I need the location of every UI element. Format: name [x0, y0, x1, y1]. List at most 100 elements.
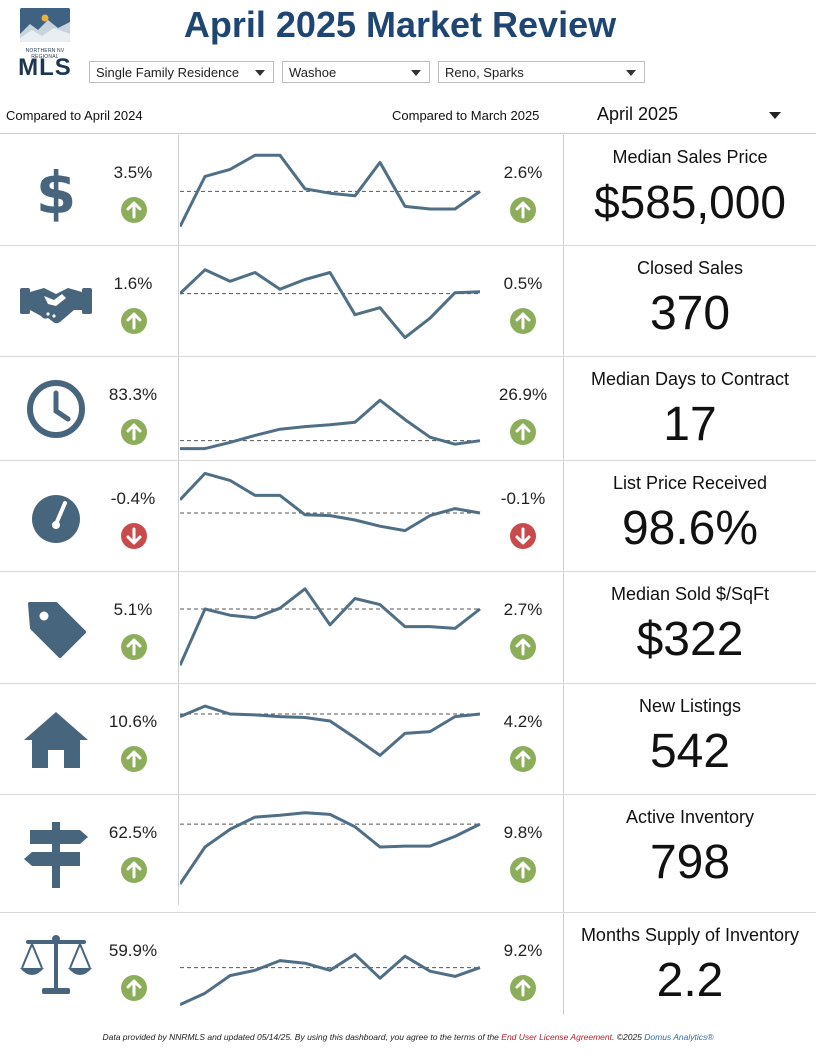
- trend-sparkline: [180, 471, 481, 533]
- mom-change: 4.2%: [503, 712, 543, 731]
- arrow-up-icon: [121, 419, 147, 445]
- mom-change: 2.7%: [503, 600, 543, 619]
- yoy-change: -0.4%: [110, 489, 156, 508]
- chevron-down-icon: [411, 70, 421, 76]
- handshake-icon: [18, 264, 94, 340]
- trend-sparkline: [180, 952, 481, 1006]
- arrow-down-icon: [510, 523, 536, 549]
- yoy-change: 3.5%: [113, 163, 153, 182]
- yoy-change: 59.9%: [108, 941, 158, 960]
- row-divider: [0, 460, 816, 461]
- sparkline-divider-left: [178, 135, 179, 905]
- metric-row-active-inventory: 62.5% 9.8% Active Inventory 798: [0, 795, 816, 913]
- header-divider: [0, 133, 816, 134]
- arrow-up-icon: [510, 419, 536, 445]
- property-type-value: Single Family Residence: [96, 65, 240, 80]
- row-divider: [0, 912, 816, 913]
- page-title: April 2025 Market Review: [183, 4, 617, 45]
- scale-icon: [18, 926, 94, 1002]
- arrow-up-icon: [121, 857, 147, 883]
- footer-copyright: . ©2025: [612, 1032, 645, 1042]
- metric-value: 17: [663, 398, 717, 451]
- metric-title: Active Inventory: [625, 807, 755, 827]
- arrow-up-icon: [121, 634, 147, 660]
- row-divider: [0, 571, 816, 572]
- metric-value: $322: [636, 613, 744, 666]
- metric-row-median-sales-price: $3.5% 2.6% Median Sales Price $585,000: [0, 135, 816, 246]
- month-selector-value: April 2025: [597, 104, 679, 124]
- trend-sparkline: [180, 398, 481, 451]
- metric-row-list-price-received: -0.4% -0.1% List Price Received 98.6%: [0, 461, 816, 572]
- metric-value: 2.2: [656, 954, 724, 1007]
- metric-row-months-supply-of-inventory: 59.9% 9.2% Months Supply of Inventory 2.2: [0, 913, 816, 1015]
- arrow-down-icon: [121, 523, 147, 549]
- property-type-dropdown[interactable]: Single Family Residence: [89, 61, 274, 83]
- mountain-logo-icon: [20, 8, 70, 42]
- logo-mls-text: MLS: [18, 54, 72, 81]
- metric-title: List Price Received: [612, 473, 768, 493]
- arrow-up-icon: [121, 746, 147, 772]
- metric-value: 370: [649, 287, 731, 340]
- metric-value: 98.6%: [621, 502, 759, 555]
- arrow-up-icon: [510, 634, 536, 660]
- county-dropdown[interactable]: Washoe: [282, 61, 430, 83]
- metric-title: Median Sold $/SqFt: [610, 584, 770, 604]
- svg-text:$: $: [36, 159, 76, 227]
- footer-disclaimer: Data provided by NNRMLS and updated 05/1…: [0, 1032, 816, 1042]
- arrow-up-icon: [510, 746, 536, 772]
- metric-row-closed-sales: 1.6% 0.5% Closed Sales 370: [0, 246, 816, 357]
- city-dropdown[interactable]: Reno, Sparks: [438, 61, 645, 83]
- arrow-up-icon: [510, 857, 536, 883]
- metric-title: Months Supply of Inventory: [580, 925, 800, 945]
- metric-value: 542: [649, 725, 731, 778]
- county-value: Washoe: [289, 65, 337, 80]
- mom-change: 9.8%: [503, 823, 543, 842]
- yoy-change: 62.5%: [108, 823, 158, 842]
- yoy-change: 83.3%: [108, 385, 158, 404]
- caret-down-icon: [769, 112, 781, 119]
- mom-change: 2.6%: [503, 163, 543, 182]
- city-value: Reno, Sparks: [445, 65, 524, 80]
- trend-sparkline: [180, 268, 481, 340]
- domus-analytics-link[interactable]: Domus Analytics®: [644, 1032, 714, 1042]
- logo-tagline: NORTHERN NV REGIONAL: [25, 48, 65, 60]
- sparkline-series: [180, 952, 481, 1006]
- metric-title: Median Sales Price: [612, 147, 768, 167]
- compare-month-label: Compared to March 2025: [392, 108, 540, 123]
- metric-value: $585,000: [594, 176, 786, 228]
- metric-value: 798: [649, 836, 731, 889]
- arrow-up-icon: [510, 197, 536, 223]
- house-icon: [18, 702, 94, 778]
- sparkline-series: [180, 398, 481, 451]
- arrow-up-icon: [121, 975, 147, 1001]
- signpost-icon: [18, 816, 94, 892]
- sparkline-series: [180, 268, 481, 340]
- trend-sparkline: [180, 587, 481, 667]
- mom-change: 9.2%: [503, 941, 543, 960]
- compare-year-label: Compared to April 2024: [6, 108, 143, 123]
- metric-row-new-listings: 10.6% 4.2% New Listings 542: [0, 684, 816, 795]
- yoy-change: 10.6%: [108, 712, 158, 731]
- mom-change: 26.9%: [498, 385, 548, 404]
- clock-icon: [18, 371, 94, 447]
- row-divider: [0, 683, 816, 684]
- row-divider: [0, 794, 816, 795]
- arrow-up-icon: [121, 308, 147, 334]
- month-selector[interactable]: April 2025: [597, 104, 787, 130]
- mom-change: -0.1%: [500, 489, 546, 508]
- yoy-change: 1.6%: [113, 274, 153, 293]
- nnrmls-logo: NORTHERN NV REGIONAL MLS: [10, 6, 80, 81]
- metric-title: Closed Sales: [636, 258, 744, 278]
- sparkline-series: [180, 153, 481, 228]
- chevron-down-icon: [255, 70, 265, 76]
- arrow-up-icon: [510, 308, 536, 334]
- eula-link[interactable]: End User License Agreement: [501, 1032, 612, 1042]
- mom-change: 0.5%: [503, 274, 543, 293]
- sparkline-series: [180, 811, 481, 885]
- tag-icon: [18, 590, 94, 666]
- row-divider: [0, 245, 816, 246]
- footer-text: Data provided by NNRMLS and updated 05/1…: [102, 1032, 502, 1042]
- gauge-icon: [18, 479, 94, 555]
- trend-sparkline: [180, 811, 481, 885]
- trend-sparkline: [180, 704, 481, 757]
